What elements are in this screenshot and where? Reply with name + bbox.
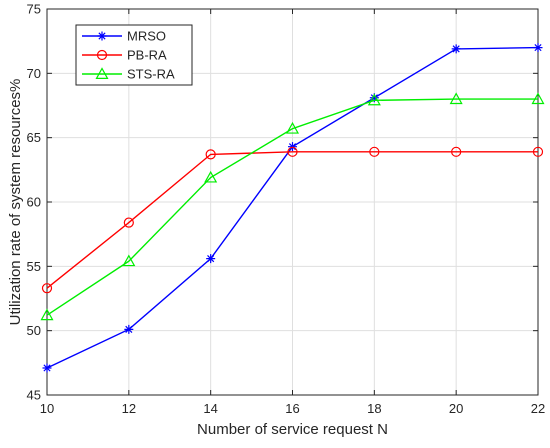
legend: MRSO PB-RA STS-RA xyxy=(75,24,193,86)
data-point xyxy=(369,146,380,157)
data-point xyxy=(41,283,53,294)
y-tick-label: 65 xyxy=(27,130,41,145)
series-line xyxy=(46,98,538,316)
series-line xyxy=(46,151,538,289)
legend-marker xyxy=(97,31,107,41)
y-axis-label: Utilization rate of system resources% xyxy=(7,79,24,326)
legend-label: STS-RA xyxy=(127,67,175,82)
x-tick-label: 18 xyxy=(367,401,381,416)
legend-label: PB-RA xyxy=(127,48,167,63)
data-point xyxy=(40,308,54,321)
x-tick-label: 10 xyxy=(40,401,54,416)
x-tick-label: 22 xyxy=(531,401,545,416)
data-point xyxy=(42,363,52,373)
data-point xyxy=(285,121,300,134)
data-point xyxy=(204,170,218,183)
x-tick-label: 14 xyxy=(203,401,217,416)
series-sts-ra xyxy=(40,92,545,321)
data-point xyxy=(288,142,297,152)
data-point xyxy=(205,149,216,160)
data-point xyxy=(531,92,545,105)
legend-entry: STS-RA xyxy=(82,67,175,82)
series-pb-ra xyxy=(41,146,544,294)
data-point xyxy=(451,146,462,157)
data-point xyxy=(206,254,216,264)
data-point xyxy=(123,217,134,228)
x-tick-label: 12 xyxy=(122,401,136,416)
legend-marker xyxy=(95,67,109,80)
data-point xyxy=(532,146,544,157)
data-point xyxy=(367,93,381,106)
data-point xyxy=(369,93,379,103)
series-mrso xyxy=(42,43,543,373)
y-tick-label: 45 xyxy=(27,388,41,403)
y-tick-label: 50 xyxy=(27,323,41,338)
y-tick-label: 70 xyxy=(27,66,41,81)
y-tick-label: 60 xyxy=(27,195,41,210)
legend-entry: PB-RA xyxy=(82,48,167,63)
series-layer xyxy=(40,43,545,373)
data-point xyxy=(287,146,298,157)
data-point xyxy=(122,254,136,267)
legend-entry: MRSO xyxy=(82,29,166,44)
data-point xyxy=(449,92,463,105)
legend-marker xyxy=(96,49,108,61)
y-tick-label: 75 xyxy=(27,2,41,17)
x-tick-label: 16 xyxy=(285,401,299,416)
y-tick-label: 55 xyxy=(27,259,41,274)
x-axis-label: Number of service request N xyxy=(197,421,388,438)
x-tick-label: 20 xyxy=(449,401,463,416)
axis-ticks: 10 12 14 16 18 20 22 45 50 55 60 65 70 75 xyxy=(27,2,546,417)
data-point xyxy=(533,43,543,53)
data-point xyxy=(451,44,461,54)
data-point xyxy=(124,324,134,334)
legend-label: MRSO xyxy=(127,29,166,44)
